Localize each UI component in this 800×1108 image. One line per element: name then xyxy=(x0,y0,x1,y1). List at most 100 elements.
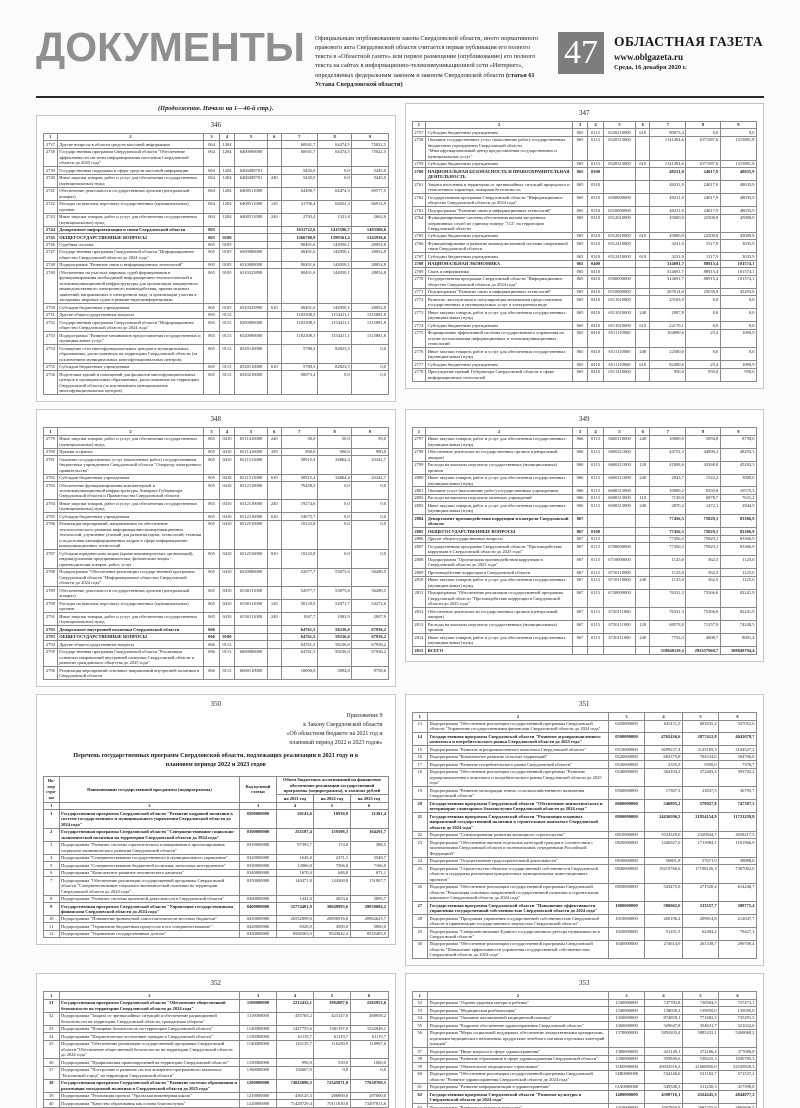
amount-2022: 44890,2 xyxy=(685,447,721,462)
amount-2022: 1321,8 xyxy=(316,212,353,227)
target-code: 1010000000 xyxy=(607,914,646,928)
program-name: Подпрограмма "Патриотическое воспитание … xyxy=(58,1032,241,1041)
code-section: 0410 xyxy=(218,447,236,457)
code-target: 6511010000 xyxy=(602,321,637,330)
row-number: 2793 xyxy=(43,632,58,642)
amount-2021: 48231,0 xyxy=(649,193,687,208)
amount-2021: 48231,0 xyxy=(649,206,687,215)
row-number: 2739 xyxy=(43,166,58,175)
code-grbs: 065 xyxy=(571,259,589,269)
amount-2021: 25163,9 xyxy=(649,295,687,310)
amount-2022: 354631,7 xyxy=(681,1021,720,1030)
code-target: 6511513000 xyxy=(234,473,268,483)
masthead: ОБЛАСТНАЯ ГАЗЕТА www.oblgazeta.ru Среда,… xyxy=(614,28,764,71)
line-name: Субсидии бюджетным учреждениям xyxy=(425,252,573,261)
code-section: 0410 xyxy=(218,480,236,501)
legal-text-bold: (статья 61 Устава Свердловской области) xyxy=(314,71,535,88)
row-number: 61 xyxy=(411,1082,428,1092)
amount-2022: 0,0 xyxy=(313,1065,351,1080)
row-number: 56 xyxy=(411,1028,428,1049)
code-target: 6511513000 xyxy=(234,455,268,475)
table-row: 34 Подпрограмма "Патриотическое воспитани… xyxy=(43,1032,389,1041)
code-type: 120 xyxy=(266,199,282,214)
amount-2023: 1125,0 xyxy=(719,555,758,570)
row-number: 2809 xyxy=(411,568,427,577)
table-row: 2788 Подпрограмма "Обеспечение реализации… xyxy=(43,567,389,588)
row-number: 14 xyxy=(411,732,428,747)
code-grbs: 066 xyxy=(571,447,589,462)
amount-2021: 329647,8 xyxy=(644,1021,683,1030)
amount-2021: 156667,9 xyxy=(275,1065,315,1080)
table-row: 2786 Реализация мероприятий, направленных… xyxy=(43,519,389,551)
program-name: Подпрограмма "Качество образования как о… xyxy=(58,1099,241,1108)
code-type xyxy=(266,331,282,346)
line-name: Субсидии бюджетным учреждениям xyxy=(425,159,573,169)
amount-2023: 67936,2 xyxy=(351,647,389,668)
code-grbs: 065 xyxy=(203,612,220,627)
column-number: 5 xyxy=(602,427,637,436)
amount-2021: 80491,6 xyxy=(280,260,318,270)
code-grbs: 065 xyxy=(203,247,220,262)
page-block-351: 351 1 2 3 4 5 6 13 Подпрограмма "Обеспечение реа… xyxy=(404,694,764,967)
amount-2023: 83366,9 xyxy=(719,534,758,544)
newspaper-page-label: 349 xyxy=(579,415,590,424)
row-number: 19 xyxy=(411,786,428,801)
program-name: Подпрограмма "Развитие образования в сфе… xyxy=(427,1054,609,1064)
code-section: 0100 xyxy=(587,527,604,536)
code-type: 240 xyxy=(266,499,282,514)
code-grbs: 065 xyxy=(203,519,220,551)
row-number: 2784 xyxy=(43,499,58,514)
amount-2022: 562,5 xyxy=(685,575,721,590)
amount-2022: 75266,6 xyxy=(685,607,721,622)
row-number: 2813 xyxy=(411,620,427,635)
amount-2023: 151907,7 xyxy=(349,876,389,896)
amount-2023: 101574,1 xyxy=(719,267,758,276)
table-row: 20 Государственная программа Свердловской… xyxy=(411,799,757,814)
amount-2023: 747387,3 xyxy=(718,799,757,814)
line-name: Иные закупки товаров, работ и услуг для … xyxy=(56,173,205,188)
code-grbs: 064 xyxy=(203,212,220,227)
code-type xyxy=(266,310,282,320)
amount-2021: 5445,0 xyxy=(280,173,318,188)
table-row: 2794 Другие общегосударственные вопросы 06… xyxy=(43,640,389,649)
amount-2022: 2684355,8 xyxy=(681,1103,720,1108)
amount-2021: 1141494,6 xyxy=(649,135,687,161)
amount-2021: 50130,0 xyxy=(280,599,318,614)
amount-2023: 8758,6 xyxy=(351,666,389,681)
target-code: 0540000000 xyxy=(607,767,646,788)
table-row: 2808 Подпрограмма "Организация противодей… xyxy=(411,555,758,570)
target-code: 0360000000 xyxy=(239,894,277,904)
code-section: 0105 xyxy=(218,303,236,312)
amount-2023: 0,0 xyxy=(719,321,758,330)
amount-2023: 28054,8 xyxy=(351,247,389,262)
amount-2021: 48231,0 xyxy=(649,167,687,182)
code-target xyxy=(602,267,637,276)
code-type: 610 xyxy=(266,512,282,521)
budget-table-349: 1 2 3 4 5 6 7 8 9 2797 Иные закупки товаров, работ… xyxy=(411,427,758,655)
code-type xyxy=(635,180,651,195)
amount-2021: 60941,7 xyxy=(280,147,318,168)
row-number: 2806 xyxy=(411,534,427,544)
amount-2023: 296700,4 xyxy=(718,939,757,960)
column-number: 5 xyxy=(234,427,268,436)
amount-2023: 671,1 xyxy=(349,868,389,878)
page-block-348: 348 1 2 3 4 5 6 7 8 9 2779 Иные закупки товаров, ра… xyxy=(36,409,396,688)
code-grbs: 065 xyxy=(571,180,589,195)
row-number: 2744 xyxy=(43,225,58,235)
amount-2022: 562,5 xyxy=(685,555,721,570)
row-number: 2777 xyxy=(411,360,427,369)
amount-2021: 7139,0 xyxy=(649,493,687,503)
amount-2021: 423149,1 xyxy=(644,1047,683,1056)
row-number: 2812 xyxy=(411,607,427,622)
code-grbs: 065 xyxy=(571,321,589,330)
amount-2021: 990,0 xyxy=(275,1058,315,1067)
row-number: 35 xyxy=(43,1039,60,1060)
table-row: 15 Подпрограмма "Развитие агропромышленно… xyxy=(411,745,757,754)
code-grbs: 066 xyxy=(571,473,589,488)
line-name: Обеспечение деятельности государственных… xyxy=(425,607,573,622)
line-name: ОБЩЕГОСУДАРСТВЕННЫЕ ВОПРОСЫ xyxy=(56,632,205,642)
program-name: Подпрограмма "Развитие системы стратегич… xyxy=(58,840,241,855)
